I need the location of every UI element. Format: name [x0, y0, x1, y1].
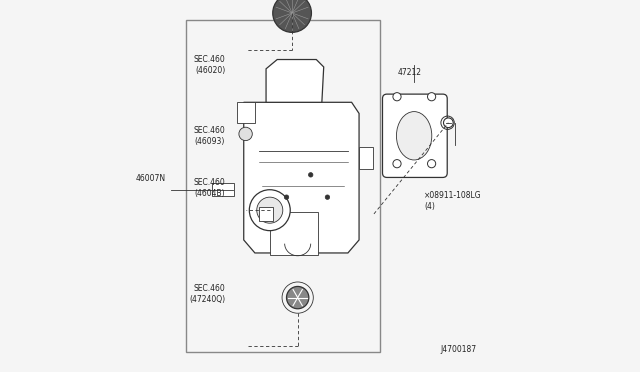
Circle shape — [428, 160, 436, 168]
FancyBboxPatch shape — [383, 94, 447, 177]
Bar — [283, 0, 303, 28]
Bar — [259, 207, 273, 221]
Text: SEC.460
(46093): SEC.460 (46093) — [193, 126, 225, 146]
Polygon shape — [244, 102, 359, 253]
Bar — [212, 183, 234, 196]
Text: 47212: 47212 — [397, 68, 421, 77]
Circle shape — [428, 93, 436, 101]
Circle shape — [287, 286, 309, 309]
Circle shape — [273, 0, 312, 32]
Circle shape — [308, 173, 313, 177]
Bar — [270, 212, 318, 255]
Circle shape — [325, 195, 330, 199]
Bar — [359, 147, 373, 169]
Text: SEC.460
(4604B): SEC.460 (4604B) — [193, 178, 225, 198]
Polygon shape — [266, 60, 324, 102]
Circle shape — [444, 118, 453, 128]
Text: J4700187: J4700187 — [440, 345, 476, 354]
Circle shape — [393, 160, 401, 168]
Ellipse shape — [396, 112, 432, 160]
Circle shape — [250, 190, 290, 231]
Text: 46007N: 46007N — [136, 174, 166, 183]
Text: ×08911-108LG
(4): ×08911-108LG (4) — [424, 191, 482, 211]
Circle shape — [239, 127, 252, 141]
Bar — [186, 20, 380, 352]
Circle shape — [284, 195, 289, 199]
Text: SEC.460
(46020): SEC.460 (46020) — [193, 55, 225, 75]
Circle shape — [257, 197, 283, 223]
Circle shape — [393, 93, 401, 101]
Text: SEC.460
(47240Q): SEC.460 (47240Q) — [189, 284, 225, 304]
Bar — [237, 102, 255, 123]
